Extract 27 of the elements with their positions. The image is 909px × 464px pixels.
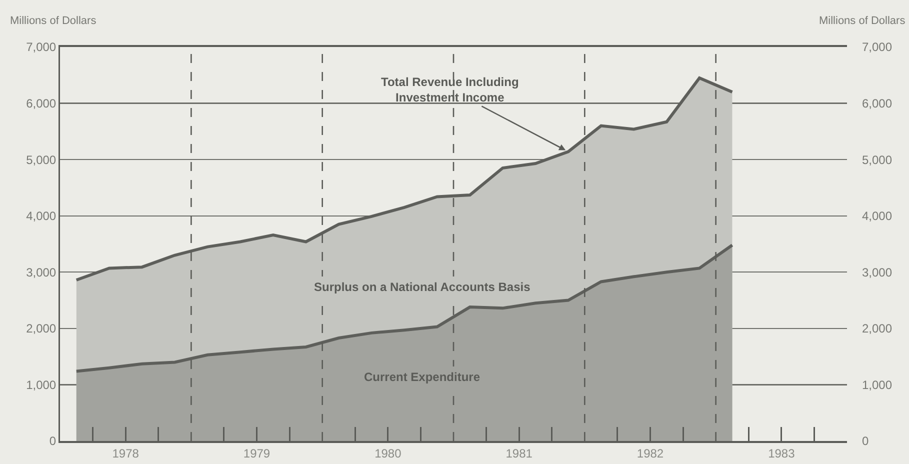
x-tick-label: 1983 [768,446,796,460]
annotation: Surplus on a National Accounts Basis [314,280,531,294]
y-tick-label: 7,000 [26,40,56,54]
y-tick-label: 2,000 [26,322,56,336]
x-tick-label: 1980 [374,446,402,460]
y-tick-label: 1,000 [26,378,56,392]
x-tick-label: 1981 [506,446,533,460]
y2-tick-label: 1,000 [862,378,892,392]
y2-tick-label: 0 [862,434,869,448]
annotation: Total Revenue Including Investment Income [381,75,519,105]
x-tick-label: 1979 [243,446,270,460]
y2-tick-label: 6,000 [862,96,892,110]
y2-tick-label: 2,000 [862,322,892,336]
annotation: Current Expenditure [364,370,480,384]
y-tick-label: 3,000 [26,265,56,280]
y-tick-label: 6,000 [26,96,56,110]
x-tick-label: 1982 [636,446,664,460]
y-tick-label: 4,000 [26,209,56,224]
y2-tick-label: 3,000 [862,265,892,280]
y2-tick-label: 4,000 [862,209,892,224]
y-tick-label: 5,000 [26,152,56,167]
y2-axis-title: Millions of Dollars [819,15,906,27]
y2-tick-label: 5,000 [862,152,892,167]
y-axis-title: Millions of Dollars [10,15,97,27]
y-tick-label: 0 [49,434,56,448]
y2-tick-label: 7,000 [862,40,892,54]
x-tick-label: 1978 [112,446,140,460]
